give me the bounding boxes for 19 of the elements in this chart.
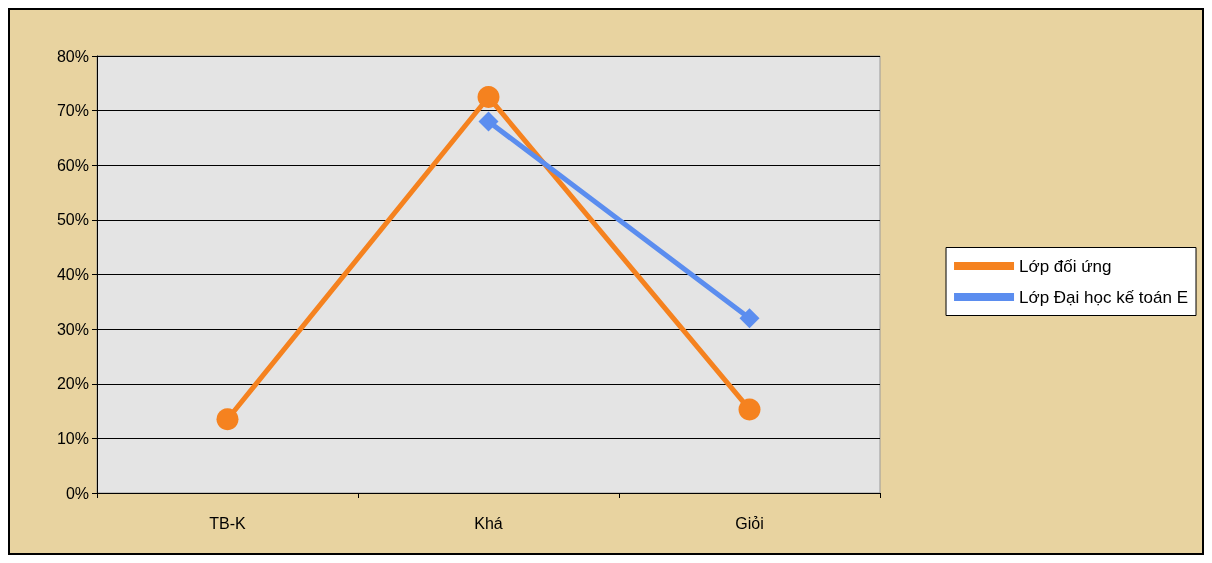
y-tick-label: 10% <box>56 429 89 447</box>
x-tick-label: Giỏi <box>735 514 764 532</box>
y-tick-label: 30% <box>56 320 89 338</box>
y-tick-label: 70% <box>56 102 89 120</box>
y-tick-label: 0% <box>65 484 89 502</box>
point <box>738 398 761 421</box>
y-tick-label: 80% <box>56 47 89 65</box>
point <box>739 308 760 329</box>
point <box>477 85 500 108</box>
legend-label: Lớp đối ứng <box>1019 256 1112 276</box>
legend-label: Lớp Đại học kế toán E <box>1019 287 1189 307</box>
point <box>216 408 239 431</box>
y-tick-label: 40% <box>56 266 89 283</box>
y-tick-label: 60% <box>56 156 89 174</box>
y-tick-label: 50% <box>56 211 89 229</box>
x-tick-label: TB-K <box>209 514 247 532</box>
point <box>478 111 499 132</box>
y-tick-label: 20% <box>56 375 89 393</box>
x-tick-label: Khá <box>474 514 503 532</box>
